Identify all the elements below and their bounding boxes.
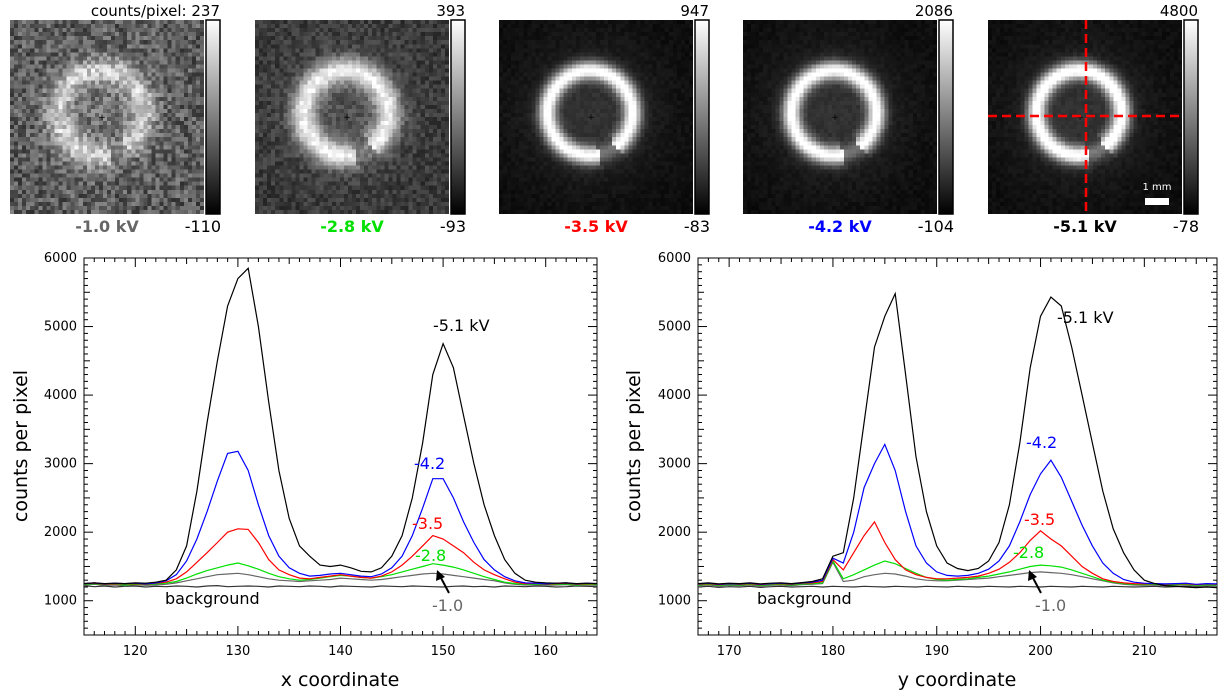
x-tick-label: 190 [924,644,949,659]
x-tick-label: 160 [533,644,558,659]
x-tick-label: 210 [1132,644,1157,659]
image-panel: +393 -93 -2.8 kV [255,2,466,236]
scale-bar-label: 1 mm [1142,182,1171,193]
series-line--2-8 [83,562,598,586]
series-line--1-0 [697,560,1218,587]
y-tick-label: 6000 [658,251,691,266]
x-tick-label: 170 [717,644,742,659]
series-line--5-1 [83,267,598,585]
y-tick-label: 5000 [658,320,691,335]
y-tick-label: 1000 [658,594,691,609]
image-panel: + counts/pixel: 237 -110 -1.0 kV [10,2,221,236]
image-panel-row: + counts/pixel: 237 -110 -1.0 kV +393 -93 -2.8… [10,2,1199,236]
center-marker: + [831,113,839,123]
colorbar-min-label: -93 [440,217,466,236]
x-tick-label: 200 [1028,644,1053,659]
image-panel: +947 -83 -3.5 kV [499,2,710,236]
scale-bar [1145,198,1169,205]
voltage-label: -5.1 kV [1053,217,1117,236]
tick-labels: 170 180 190 200 210 1000 2000 3000 4000 5000 6000 [658,251,1157,659]
colorbar [694,19,710,215]
x-tick-label: 140 [328,644,353,659]
series-line--3-5 [83,528,598,585]
center-marker: + [343,113,351,123]
arrow-head [1028,570,1037,581]
annotation-background: background [165,589,260,608]
colorbar-min-label: -104 [918,217,954,236]
colorbar-min-label: -78 [1173,217,1199,236]
x-tick-label: 130 [225,644,250,659]
series-line--5-1 [697,291,1218,589]
annotation-4-2: -4.2 [1026,433,1057,452]
detector-image [743,20,937,214]
annotation-background: background [757,589,852,608]
series-group [697,291,1218,589]
y-tick-label: 6000 [44,251,77,266]
annotation-5-1kv: -5.1 kV [433,316,490,335]
y-tick-label: 2000 [658,525,691,540]
colorbar [450,19,466,215]
annotation-3-5: -3.5 [1024,510,1055,529]
colorbar-max-label: counts/pixel: 237 [91,2,220,20]
line-chart-y-profile: 170 180 190 200 210100020003000400050006000 … [623,251,1218,691]
colorbar-min-label: -83 [684,217,710,236]
annotation-2-8: -2.8 [1013,543,1044,562]
image-panel: +1 mm 4800 -78 -5.1 kV [988,2,1199,236]
y-axis-label: counts per pixel [623,370,645,522]
series-line-background [83,584,598,588]
annotation-5-1kv: -5.1 kV [1057,308,1114,327]
center-marker: + [1076,113,1084,123]
colorbar-max-label: 4800 [1160,2,1198,20]
y-tick-label: 1000 [44,594,77,609]
series-line--4-2 [697,442,1218,585]
x-tick-label: 180 [821,644,846,659]
colorbar-max-label: 393 [436,2,465,20]
detector-image [499,20,693,214]
voltage-label: -1.0 kV [75,217,139,236]
annotation-1-0: -1.0 [1035,596,1066,615]
x-axis-label: y coordinate [898,669,1017,691]
colorbar-max-label: 2086 [915,2,953,20]
detector-image [255,20,449,214]
annotation-3-5: -3.5 [412,514,443,533]
series-line--4-2 [83,450,598,585]
y-tick-label: 4000 [658,388,691,403]
colorbar [205,19,221,215]
series-line-background [697,585,1218,589]
colorbar-max-label: 947 [680,2,709,20]
series-line--2-8 [697,559,1218,586]
x-tick-label: 150 [431,644,456,659]
annotation-2-8: -2.8 [415,546,446,565]
annotation-4-2: -4.2 [414,454,445,473]
center-marker: + [587,113,595,123]
image-panel: +2086 -104 -4.2 kV [743,2,954,236]
y-tick-label: 5000 [44,320,77,335]
annotation-1-0: -1.0 [432,596,463,615]
tick-labels: 120 130 140 150 160 1000 2000 3000 4000 5000 6000 [44,251,558,659]
colorbar-min-label: -110 [185,217,221,236]
y-tick-label: 3000 [658,457,691,472]
colorbar [1183,19,1199,215]
y-tick-label: 4000 [44,388,77,403]
voltage-label: -2.8 kV [320,217,384,236]
x-axis-label: x coordinate [281,669,400,691]
series-group [83,267,598,588]
voltage-label: -4.2 kV [808,217,872,236]
y-axis-label: counts per pixel [10,370,32,522]
line-chart-x-profile: 120 130 140 150 160100020003000400050006000 … [10,251,598,691]
center-marker: + [98,113,106,123]
arrow-line [439,575,450,594]
axis-ticks [697,257,1218,636]
x-tick-label: 120 [123,644,148,659]
y-tick-label: 3000 [44,457,77,472]
arrow-line [1031,575,1042,594]
detector-image [10,20,204,214]
series-line--1-0 [83,572,598,587]
colorbar [938,19,954,215]
y-tick-label: 2000 [44,525,77,540]
arrow-head [436,570,445,581]
voltage-label: -3.5 kV [564,217,628,236]
